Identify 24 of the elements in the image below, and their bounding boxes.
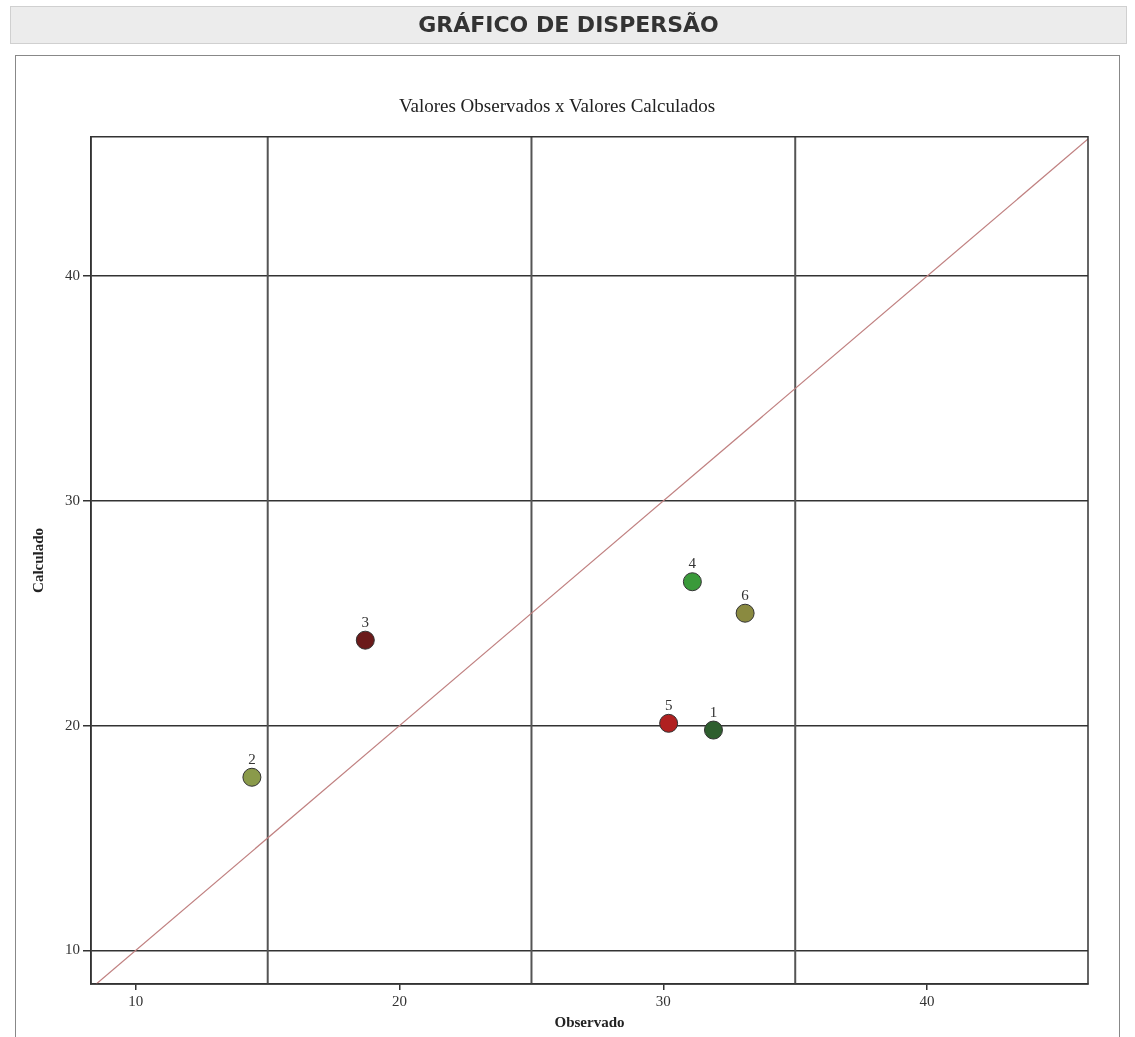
y-tick-label: 20 (65, 716, 80, 733)
point (735, 603, 755, 623)
y-axis-title: Calculado (29, 527, 46, 593)
point (682, 572, 702, 592)
annotation: 4 (688, 555, 697, 572)
chart-title: GRÁFICO DE DISPERSÃO (10, 6, 1127, 44)
point (703, 720, 723, 740)
chart-subtitle: Valores Observados x Valores Calculados (398, 95, 716, 117)
point (242, 767, 262, 787)
point (659, 713, 679, 733)
annotation: 6 (741, 586, 750, 603)
x-tick-label: 30 (655, 992, 671, 1009)
x-axis-title: Observado (554, 1013, 625, 1030)
annotation: 3 (361, 613, 370, 630)
annotation: 2 (248, 750, 256, 767)
y-tick-label: 10 (65, 941, 80, 958)
x-tick-label: 10 (128, 992, 144, 1009)
y-tick-label: 40 (65, 267, 80, 284)
y-tick-label: 30 (65, 491, 80, 508)
annotation: 1 (709, 703, 718, 720)
x-tick-label: 20 (392, 992, 408, 1009)
annotation: 5 (664, 696, 673, 713)
x-tick-label: 40 (919, 992, 935, 1009)
point (355, 630, 375, 650)
